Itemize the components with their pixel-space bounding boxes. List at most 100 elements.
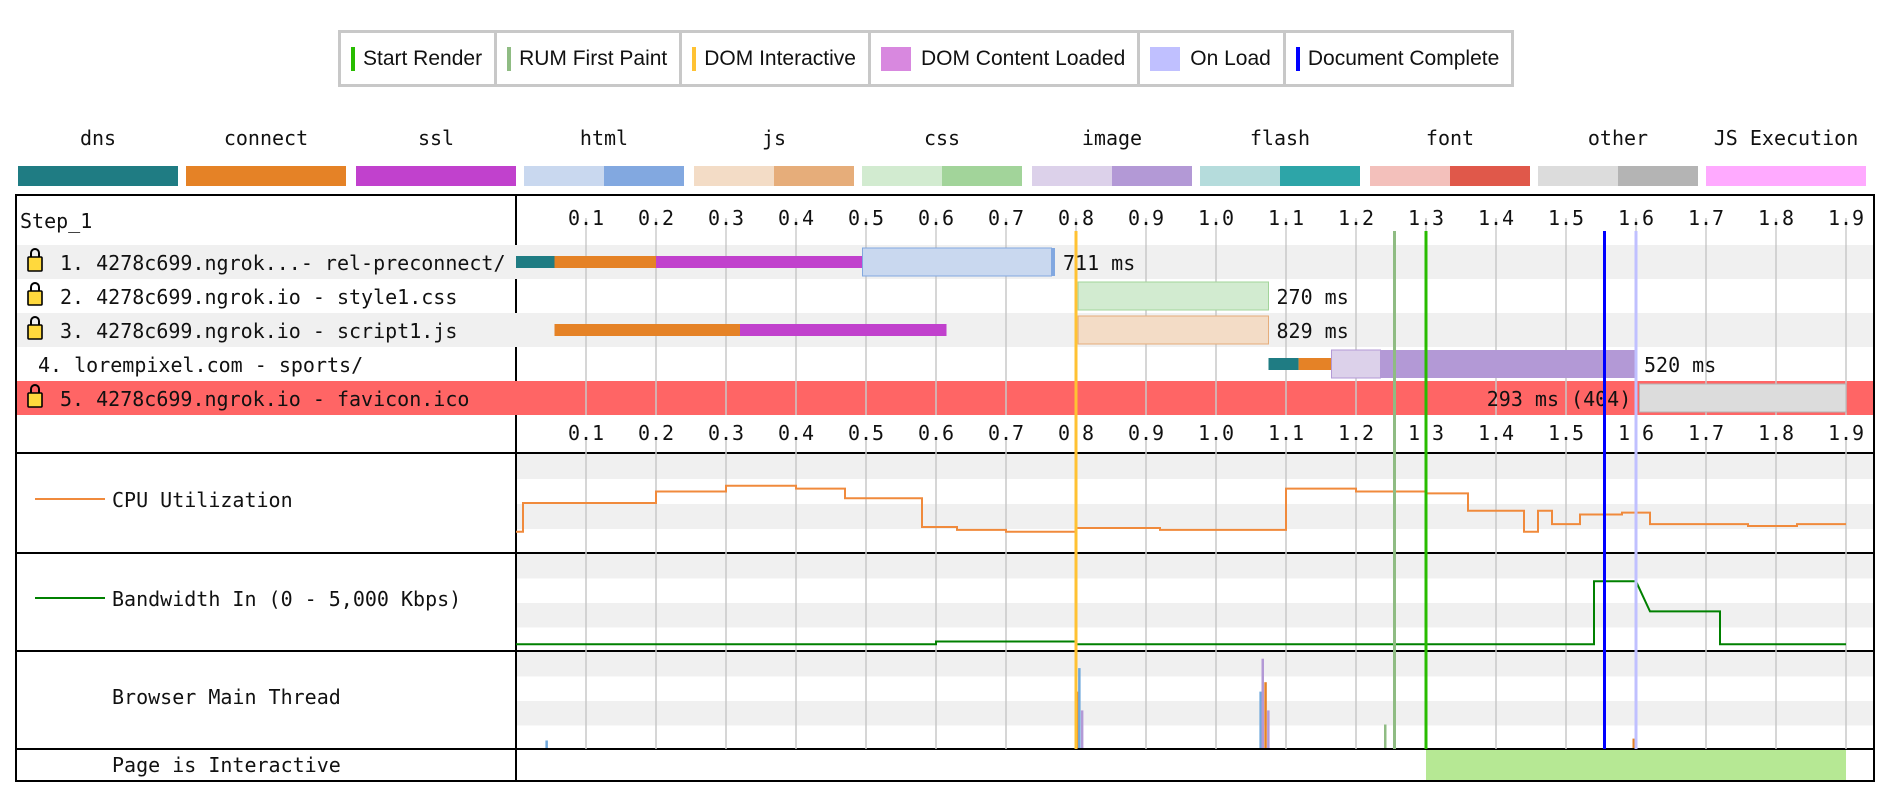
axis-tick-label: 0.1 <box>568 206 604 230</box>
main-thread-activity-mark <box>545 740 548 748</box>
lock-body <box>27 256 43 272</box>
main-thread-activity-mark <box>1080 710 1084 748</box>
axis-tick-label: 1.4 <box>1478 421 1514 445</box>
type-legend-swatch-light <box>694 166 774 186</box>
legend-item-dom-content-loaded: DOM Content Loaded <box>867 30 1141 87</box>
type-legend-label: ssl <box>418 126 454 150</box>
type-legend-label: connect <box>224 126 308 150</box>
main-thread-activity-mark <box>1632 738 1635 748</box>
axis-tick-label: 0.4 <box>778 421 814 445</box>
type-legend-label: dns <box>80 126 116 150</box>
request-bar-download <box>1380 350 1636 378</box>
axis-tick-label: 1.1 <box>1268 421 1304 445</box>
lock-icon <box>27 384 43 408</box>
axis-tick-label: 1.3 <box>1408 206 1444 230</box>
main-thread-label: Browser Main Thread <box>112 685 341 709</box>
type-legend-swatch-dark <box>1786 166 1866 186</box>
type-legend-swatch-light <box>1032 166 1112 186</box>
legend-swatch <box>880 46 911 71</box>
type-legend-swatch-dark <box>266 166 346 186</box>
type-legend-swatch-dark <box>1618 166 1698 186</box>
lock-body <box>27 324 43 340</box>
bandwidth-line <box>516 580 1846 646</box>
axis-tick-label: 0.9 <box>1128 206 1164 230</box>
lock-shackle <box>30 316 40 325</box>
type-legend-swatch-light <box>1370 166 1450 186</box>
type-legend-label: html <box>580 126 628 150</box>
legend-swatch <box>351 46 355 71</box>
cpu-graph-label: CPU Utilization <box>112 488 293 512</box>
step-label: Step_1 <box>20 209 92 233</box>
request-duration: 270 ms <box>1277 285 1349 309</box>
main-thread-activity-mark <box>1384 724 1387 748</box>
type-legend-swatch-light <box>18 166 98 186</box>
axis-tick-label: 1.4 <box>1478 206 1514 230</box>
type-legend-label: image <box>1082 126 1142 150</box>
error-row-highlight <box>17 381 1873 415</box>
lock-body <box>27 392 43 408</box>
type-legend-label: font <box>1426 126 1474 150</box>
request-duration: 293 ms (404) <box>1487 387 1632 411</box>
type-legend-swatch-dark <box>1112 166 1192 186</box>
axis-tick-label: 0.4 <box>778 206 814 230</box>
axis-tick-label: 0.6 <box>918 421 954 445</box>
type-legend-swatch-light <box>356 166 436 186</box>
request-duration: 829 ms <box>1277 319 1349 343</box>
axis-tick-label: 0.6 <box>918 206 954 230</box>
axis-tick-label: 1.2 <box>1338 206 1374 230</box>
axis-tick-label: 0.2 <box>638 421 674 445</box>
axis-tick-label: 0.7 <box>988 206 1024 230</box>
type-legend-swatch-light <box>186 166 266 186</box>
axis-tick-label: 0.2 <box>638 206 674 230</box>
type-legend-swatch-dark <box>98 166 178 186</box>
request-label: 5. 4278c699.ngrok.io - favicon.ico <box>60 387 469 411</box>
legend-swatch <box>507 46 512 71</box>
axis-tick-label: 1.7 <box>1688 421 1724 445</box>
lock-body <box>27 290 43 306</box>
axis-tick-label: 0.7 <box>988 421 1024 445</box>
request-duration: 711 ms <box>1063 251 1135 275</box>
axis-tick-label: 1.2 <box>1338 421 1374 445</box>
type-legend-swatch-dark <box>436 166 516 186</box>
axis-tick-label: 0.9 <box>1128 421 1164 445</box>
page-interactive-bar <box>1426 750 1846 780</box>
axis-tick-label: 0.5 <box>848 206 884 230</box>
axis-tick-label: 0.8 <box>1058 206 1094 230</box>
request-bar-dns <box>516 256 555 268</box>
request-label: 4. lorempixel.com - sports/ <box>38 353 363 377</box>
legend-swatch <box>1295 46 1300 71</box>
legend-item-document-complete: Document Complete <box>1282 30 1515 87</box>
legend-label: Start Render <box>363 46 483 70</box>
type-legend-swatch-dark <box>774 166 854 186</box>
axis-tick-label: 1.5 <box>1548 206 1584 230</box>
type-legend-label: css <box>924 126 960 150</box>
axis-tick-label: 1.0 <box>1198 206 1234 230</box>
type-legend-swatch-light <box>862 166 942 186</box>
request-duration: 520 ms <box>1644 353 1716 377</box>
axis-tick-label: 1.6 <box>1618 206 1654 230</box>
axis-tick-label: 1.9 <box>1828 206 1864 230</box>
graph-stripe <box>517 554 1873 579</box>
graph-stripe <box>517 454 1873 479</box>
graph-stripe <box>517 652 1873 677</box>
request-bar-connect <box>1298 358 1332 370</box>
axis-tick-label: 1.8 <box>1758 206 1794 230</box>
main-thread-activity-mark <box>1267 710 1270 748</box>
chart-frame-outline <box>15 194 1875 782</box>
type-legend-swatch-light <box>1706 166 1786 186</box>
request-label: 1. 4278c699.ngrok...- rel-preconnect/ <box>60 251 506 275</box>
main-thread-activity-mark <box>1264 682 1267 748</box>
interactive-label: Page is Interactive <box>112 753 341 777</box>
request-bar-connect <box>554 256 656 268</box>
graph-stripe <box>517 701 1873 726</box>
type-legend-swatch-light <box>1200 166 1280 186</box>
axis-tick-label: 1.1 <box>1268 206 1304 230</box>
legend-label: On Load <box>1190 46 1271 70</box>
type-legend-label: js <box>762 126 786 150</box>
legend-label: Document Complete <box>1307 46 1500 70</box>
lock-shackle <box>30 248 40 257</box>
request-bar-ssl <box>656 256 863 268</box>
request-bar-download <box>1051 248 1055 276</box>
axis-tick-label: 0.1 <box>568 421 604 445</box>
lock-shackle <box>30 384 40 393</box>
